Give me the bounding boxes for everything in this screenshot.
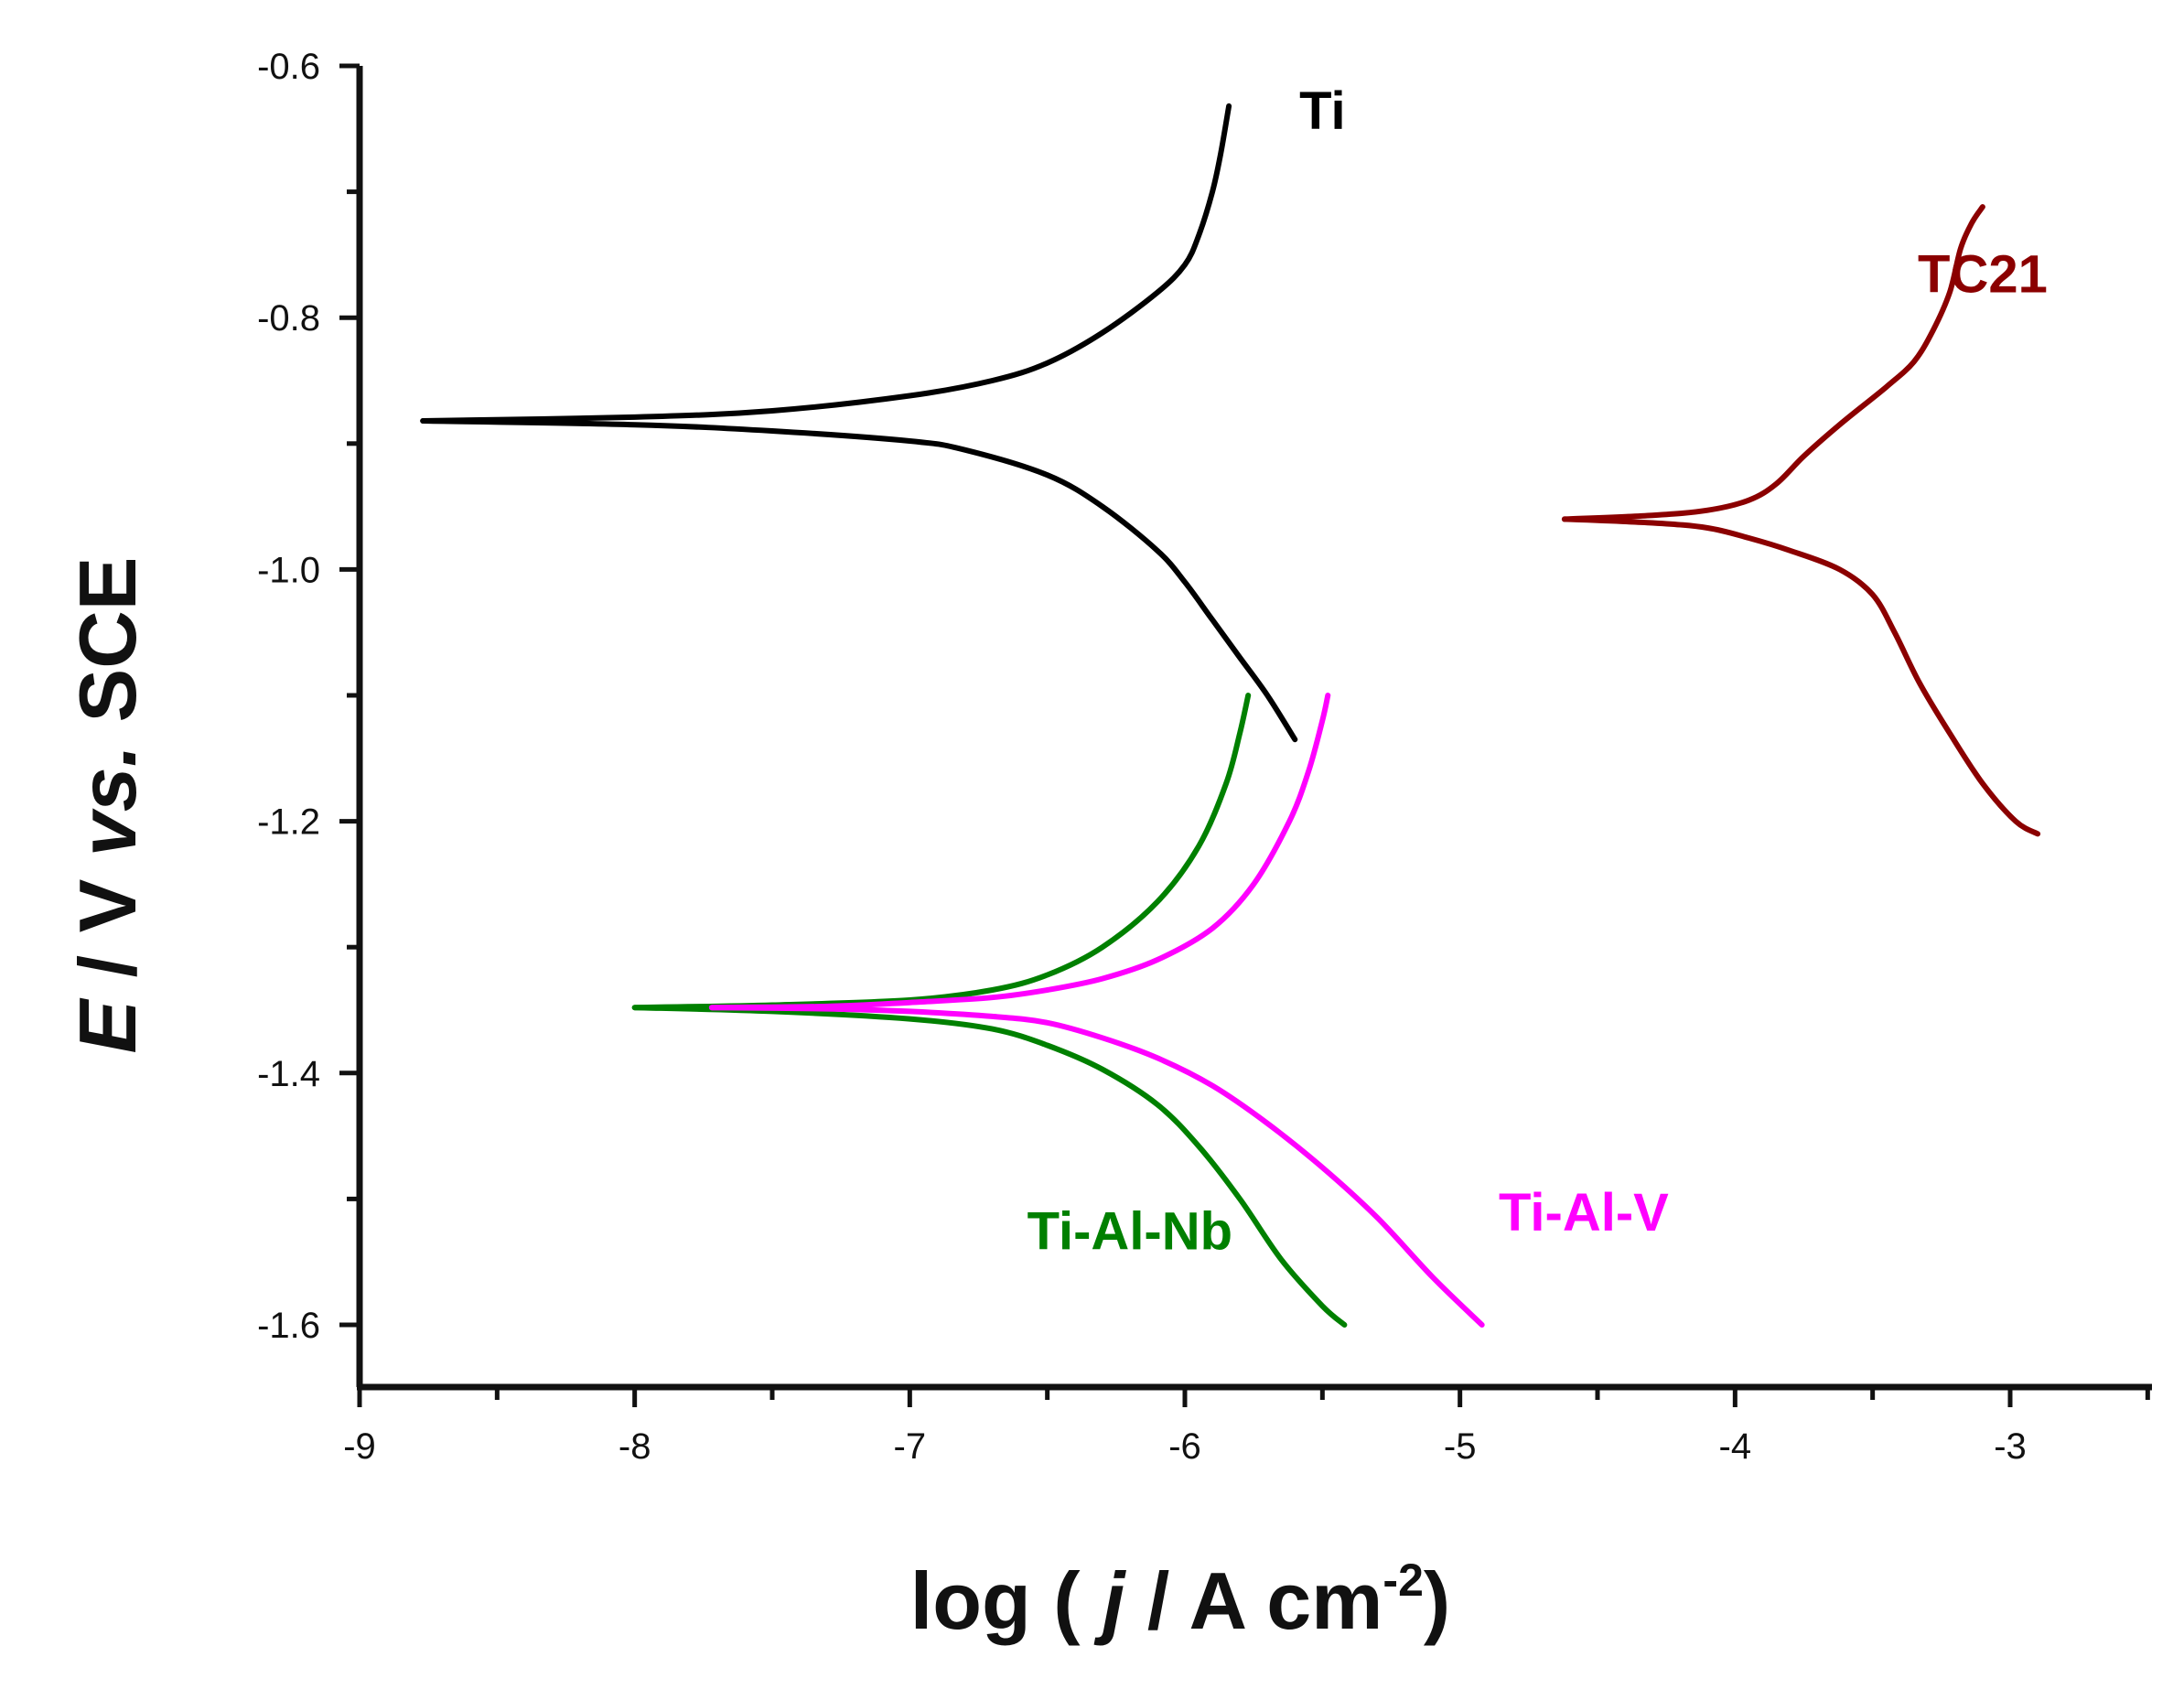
y-tick-label: -0.6 (257, 47, 320, 87)
y-axis-title-variable: E (62, 997, 153, 1053)
series-label-ti-al-nb: Ti-Al-Nb (1027, 1201, 1232, 1261)
series-tc21-cathodic-branch (1561, 516, 2041, 837)
x-tick-label: -8 (619, 1426, 651, 1467)
y-axis-title-unit: / V (62, 856, 153, 1000)
y-tick-label: -1.2 (257, 802, 320, 843)
axes-frame (356, 66, 2152, 1391)
x-tick-label: -6 (1168, 1426, 1201, 1467)
x-tick-label: -7 (894, 1426, 927, 1467)
series-curves (420, 103, 2041, 1328)
y-axis-title-vs: vs. (62, 745, 153, 856)
y-tick-label: -0.8 (257, 298, 320, 339)
series-label-ti-al-v: Ti-Al-V (1499, 1183, 1669, 1243)
x-tick-label: -5 (1444, 1426, 1477, 1467)
y-tick-label: -1.0 (257, 550, 320, 590)
tick-labels: -9 -8 -7 -6 -5 -4 -3 -0.6 -0.8 -1.0 -1.2 -1.4 -1.6 (257, 47, 2027, 1467)
x-axis-title: log ( j / A cm-2) (910, 1555, 1450, 1646)
y-tick-label: -1.4 (257, 1054, 320, 1094)
y-axis-title-suffix: SCE (62, 557, 153, 745)
series-ti-cathodic-branch (420, 418, 1298, 743)
series-ti-al-v-anodic-branch (708, 693, 1331, 1011)
x-axis-title-suffix: ) (1424, 1555, 1450, 1646)
series-ti-anodic-branch (420, 103, 1232, 424)
series-label-tc21: TC21 (1918, 245, 2048, 305)
x-axis-title-prefix: log ( (910, 1555, 1103, 1646)
x-axis-title-unit: / A cm (1124, 1555, 1382, 1646)
x-axis-title-exponent: -2 (1382, 1555, 1423, 1606)
series-ti-al-v-cathodic-branch (708, 1005, 1485, 1328)
y-tick-label: -1.6 (257, 1306, 320, 1346)
series-tc21-anodic-branch (1561, 204, 1985, 522)
y-axis-title: E / V vs. SCE (62, 557, 153, 1054)
x-tick-label: -3 (1994, 1426, 2027, 1467)
x-tick-label: -4 (1719, 1426, 1752, 1467)
x-tick-label: -9 (343, 1426, 376, 1467)
series-ti-al-nb-cathodic-branch (631, 1005, 1348, 1328)
series-labels: Ti TC21 Ti-Al-Nb Ti-Al-V (1027, 81, 2048, 1262)
series-label-ti: Ti (1299, 81, 1346, 141)
axis-ticks (339, 63, 2150, 1407)
